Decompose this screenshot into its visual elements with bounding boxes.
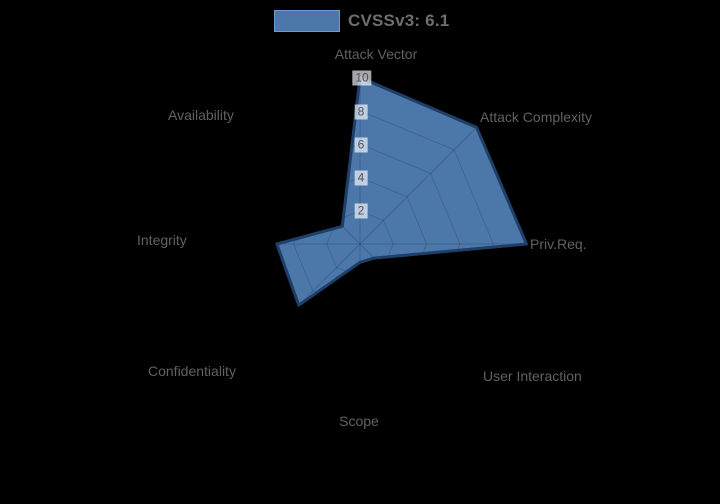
axis-label-attack-complexity: Attack Complexity	[480, 109, 593, 125]
radial-tick-6: 6	[354, 137, 368, 153]
axis-label-attack-vector: Attack Vector	[334, 46, 418, 62]
radial-tick-2: 2	[354, 203, 368, 219]
axis-label-priv-req: Priv.Req.	[530, 236, 587, 252]
legend-swatch-icon	[274, 10, 340, 32]
axis-label-scope: Scope	[339, 413, 379, 429]
axis-label-availability: Availability	[168, 107, 234, 123]
axis-label-integrity: Integrity	[137, 232, 187, 248]
radial-tick-10: 10	[352, 70, 372, 86]
legend-label: CVSSv3: 6.1	[348, 11, 450, 30]
radial-tick-8: 8	[354, 104, 368, 120]
chart-legend[interactable]: CVSSv3: 6.1	[274, 10, 449, 32]
axis-label-user-interaction: User Interaction	[483, 368, 582, 384]
axis-label-confidentiality: Confidentiality	[148, 363, 236, 379]
radial-tick-4: 4	[354, 170, 368, 186]
